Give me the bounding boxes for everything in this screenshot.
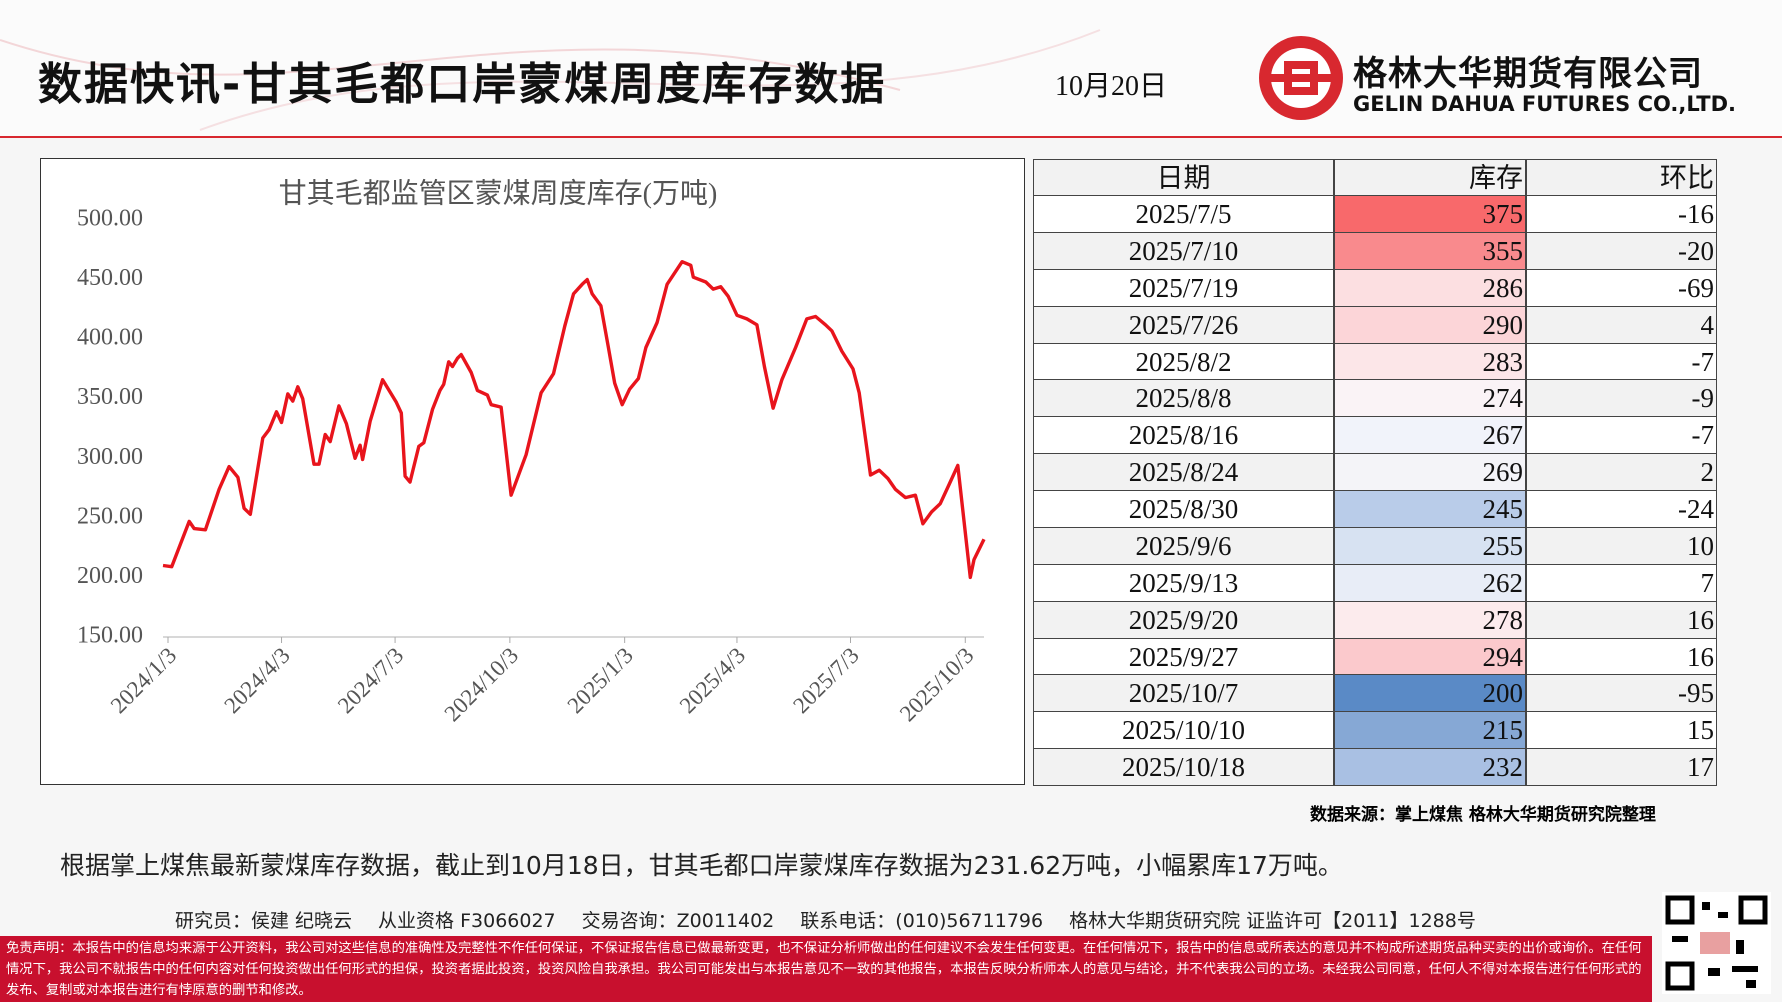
logo [1259, 36, 1343, 120]
x-tick-label: 2025/7/3 [788, 643, 864, 719]
stock-cell: 245 [1334, 490, 1526, 528]
title: 数据快讯-甘其毛都口岸蒙煤周度库存数据 [38, 59, 887, 110]
stock-cell: 375 [1334, 195, 1526, 233]
x-tick-label: 2025/10/3 [895, 643, 979, 727]
company-name: 格林大华期货有限公司 [1353, 54, 1703, 94]
change-cell: -95 [1526, 674, 1717, 713]
date-cell: 2025/9/27 [1033, 637, 1334, 676]
divider [0, 136, 1782, 138]
stock-cell: 294 [1334, 637, 1526, 676]
change-cell: -7 [1526, 342, 1717, 381]
change-cell: -7 [1526, 416, 1717, 455]
staff-item: 从业资格 F3066027 [378, 910, 556, 932]
stock-cell: 283 [1334, 342, 1526, 381]
date-cell: 2025/7/5 [1033, 195, 1334, 233]
change-cell: -69 [1526, 268, 1717, 307]
stock-cell: 286 [1334, 268, 1526, 307]
qr-code [1662, 892, 1771, 994]
x-tick-label: 2024/7/3 [333, 643, 409, 719]
date-cell: 2025/8/24 [1033, 453, 1334, 491]
stock-cell: 255 [1334, 526, 1526, 565]
stock-cell: 267 [1334, 416, 1526, 455]
y-tick-label: 400.00 [77, 325, 143, 351]
change-cell: -9 [1526, 379, 1717, 418]
date-cell: 2025/7/19 [1033, 268, 1334, 307]
stock-cell: 200 [1334, 674, 1526, 713]
column-header: 日期 [1033, 159, 1334, 196]
change-cell: -24 [1526, 490, 1717, 528]
column-header: 库存 [1334, 159, 1526, 196]
date-cell: 2025/8/30 [1033, 490, 1334, 528]
x-tick-label: 2025/1/3 [562, 643, 638, 719]
column-header: 环比 [1526, 159, 1717, 196]
line [162, 260, 986, 580]
x-tick-label: 2025/4/3 [675, 643, 751, 719]
header-bg [0, 0, 1782, 136]
change-cell: 17 [1526, 748, 1717, 786]
x-tick-label: 2024/10/3 [439, 643, 523, 727]
table: 日期 库存 环比 2025/7/5 375 -16 2025/7/10 355 -20 2025/… [1033, 159, 1717, 786]
y-tick-label: 500.00 [77, 206, 143, 232]
summary: 根据掌上煤焦最新蒙煤库存数据，截止到10月18日，甘其毛都口岸蒙煤库存数据为23… [60, 851, 1343, 880]
change-cell: 15 [1526, 711, 1717, 750]
date-cell: 2025/10/7 [1033, 674, 1334, 713]
date-cell: 2025/8/2 [1033, 342, 1334, 381]
date-cell: 2025/7/10 [1033, 231, 1334, 270]
date: 10月20日 [1055, 71, 1168, 102]
company-name-en: GELIN DAHUA FUTURES CO.,LTD. [1353, 92, 1737, 116]
stock-cell: 232 [1334, 748, 1526, 786]
date-cell: 2025/8/16 [1033, 416, 1334, 455]
staff: 研究员：侯建 纪晓云 从业资格 F3066027 交易咨询：Z0011402 联系电话… [175, 906, 1476, 933]
chart: 甘其毛都监管区蒙煤周度库存(万吨) 150.00 200.00 250.00 300.… [40, 158, 1025, 785]
change-cell: 4 [1526, 305, 1717, 344]
date-cell: 2025/9/20 [1033, 600, 1334, 639]
y-tick-label: 450.00 [77, 265, 143, 291]
staff-item: 交易咨询：Z0011402 [581, 910, 775, 932]
staff-item: 研究员：侯建 纪晓云 [175, 910, 353, 932]
disclaimer: 免责声明：本报告中的信息均来源于公开资料，我公司对这些信息的准确性及完整性不作任… [0, 936, 1652, 1002]
date-cell: 2025/10/10 [1033, 711, 1334, 750]
staff-item: 格林大华期货研究院 证监许可【2011】1288号 [1069, 910, 1476, 932]
x-tick-label: 2024/4/3 [219, 643, 295, 719]
stock-cell: 355 [1334, 231, 1526, 270]
chart-title: 甘其毛都监管区蒙煤周度库存(万吨) [279, 177, 718, 209]
date-cell: 2025/9/6 [1033, 526, 1334, 565]
source: 数据来源：掌上煤焦 格林大华期货研究院整理 [1310, 805, 1656, 825]
x-tick-label: 2024/1/3 [106, 643, 182, 719]
staff-item: 联系电话：(010)56711796 [800, 910, 1044, 932]
date-cell: 2025/7/26 [1033, 305, 1334, 344]
stock-cell: 274 [1334, 379, 1526, 418]
change-cell: -20 [1526, 231, 1717, 270]
change-cell: 16 [1526, 637, 1717, 676]
stock-cell: 278 [1334, 600, 1526, 639]
y-tick-label: 150.00 [77, 623, 143, 649]
date-cell: 2025/10/18 [1033, 748, 1334, 786]
change-cell: -16 [1526, 195, 1717, 233]
change-cell: 10 [1526, 526, 1717, 565]
y-tick-label: 300.00 [77, 444, 143, 470]
y-tick-label: 350.00 [77, 384, 143, 410]
date-cell: 2025/9/13 [1033, 563, 1334, 602]
stock-cell: 262 [1334, 563, 1526, 602]
y-tick-label: 200.00 [77, 563, 143, 589]
y-tick-label: 250.00 [77, 503, 143, 529]
stock-cell: 290 [1334, 305, 1526, 344]
change-cell: 7 [1526, 563, 1717, 602]
stock-cell: 269 [1334, 453, 1526, 491]
stock-cell: 215 [1334, 711, 1526, 750]
date-cell: 2025/8/8 [1033, 379, 1334, 418]
change-cell: 16 [1526, 600, 1717, 639]
change-cell: 2 [1526, 453, 1717, 491]
